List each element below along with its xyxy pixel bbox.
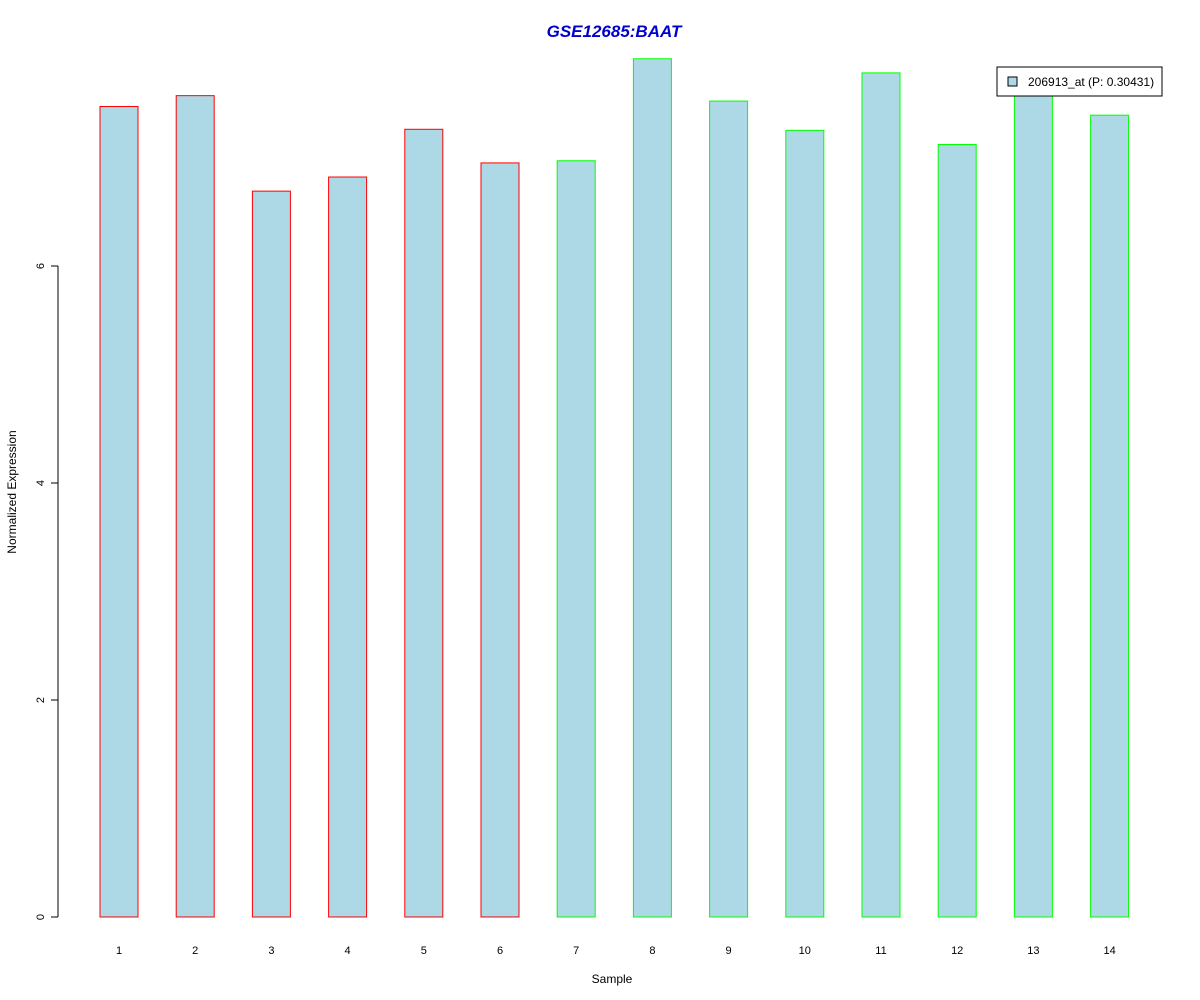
x-tick-label: 1 [116, 945, 122, 957]
x-axis-label: Sample [592, 972, 633, 986]
bar [1090, 114, 1130, 918]
bars-group [99, 58, 1130, 918]
y-tick-label: 6 [35, 263, 47, 269]
legend-box [996, 66, 1163, 97]
x-tick-labels: 1 2 3 4 5 6 7 8 9 10 11 12 13 14 [116, 945, 1116, 957]
bar [175, 95, 215, 918]
x-tick-label: 2 [192, 945, 198, 957]
x-tick-label: 3 [268, 945, 274, 957]
x-tick-label: 9 [726, 945, 732, 957]
y-tick-label: 4 [35, 480, 47, 486]
x-tick-label: 6 [497, 945, 503, 957]
y-axis: 0 2 4 6 [35, 263, 59, 920]
chart-title: GSE12685:BAAT [547, 22, 683, 41]
y-axis-label: Normalized Expression [5, 430, 19, 553]
legend-label: 206913_at (P: 0.30431) [1028, 75, 1154, 89]
y-tick-label: 2 [35, 697, 47, 703]
x-tick-label: 10 [799, 945, 811, 957]
bar [937, 143, 977, 918]
bar [480, 162, 520, 918]
x-tick-label: 4 [345, 945, 351, 957]
x-tick-label: 11 [875, 945, 886, 957]
bar [785, 129, 825, 918]
y-tick-label: 0 [35, 914, 47, 920]
legend-swatch [1007, 76, 1018, 87]
bar [251, 190, 291, 918]
x-tick-label: 7 [573, 945, 579, 957]
bar [556, 160, 596, 918]
x-tick-label: 14 [1103, 945, 1115, 957]
x-tick-label: 12 [951, 945, 963, 957]
bar [404, 128, 444, 918]
bar [632, 58, 672, 918]
bar [99, 106, 139, 918]
x-tick-label: 13 [1027, 945, 1039, 957]
x-tick-label: 8 [649, 945, 655, 957]
bar [709, 100, 749, 918]
bar [1013, 95, 1053, 918]
bar [861, 72, 901, 918]
legend: 206913_at (P: 0.30431) [996, 66, 1163, 97]
bar [328, 176, 368, 918]
x-tick-label: 5 [421, 945, 427, 957]
